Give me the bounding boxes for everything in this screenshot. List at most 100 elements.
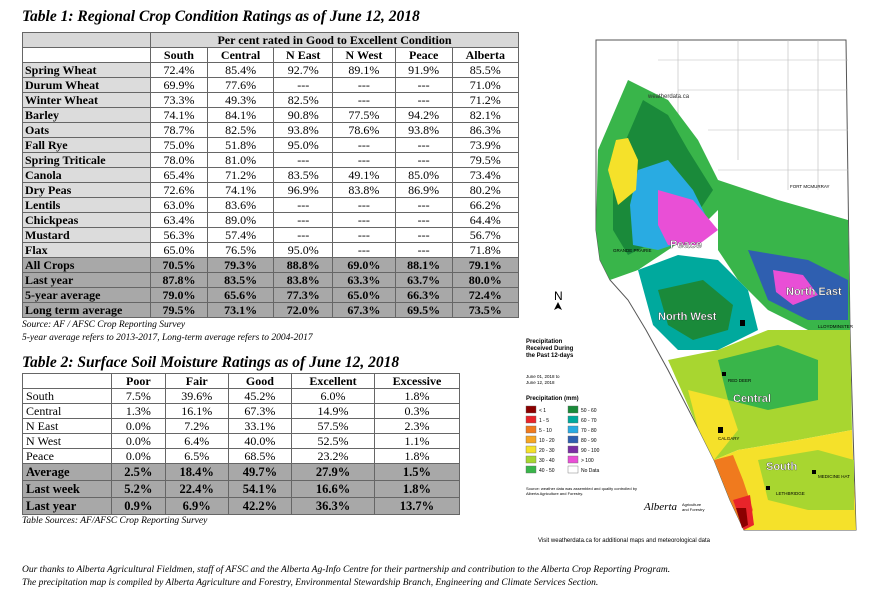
summary-label: All Crops bbox=[22, 257, 151, 273]
moisture-value-cell: 67.3% bbox=[227, 403, 293, 419]
crop-label: Chickpeas bbox=[22, 212, 151, 228]
crop-label: Fall Rye bbox=[22, 137, 151, 153]
region-label: Central bbox=[22, 403, 112, 419]
legend-swatch bbox=[567, 425, 579, 434]
summary-value-cell: 0.9% bbox=[111, 497, 166, 515]
table1-row: Winter Wheat 73.3% 49.3% 82.5% --- --- 71.2% bbox=[22, 92, 520, 108]
legend-subtitle: Precipitation (mm) bbox=[526, 396, 579, 402]
legend-swatch bbox=[525, 455, 537, 464]
summary-value-cell: 1.8% bbox=[373, 480, 461, 498]
table2-row: N East 0.0% 7.2% 33.1% 57.5% 2.3% bbox=[22, 418, 461, 434]
table2-title: Table 2: Surface Soil Moisture Ratings a… bbox=[22, 354, 400, 371]
crop-value-cell: --- bbox=[332, 242, 396, 258]
table1-column-header: Alberta bbox=[451, 47, 520, 63]
legend-swatch bbox=[567, 435, 579, 444]
alberta-logo: Alberta bbox=[643, 501, 677, 513]
crop-value-cell: --- bbox=[394, 137, 453, 153]
crop-value-cell: 64.4% bbox=[451, 212, 520, 228]
crop-value-cell: --- bbox=[394, 77, 453, 93]
crop-label: Spring Triticale bbox=[22, 152, 151, 168]
summary-value-cell: 1.5% bbox=[373, 463, 461, 481]
crop-value-cell: 94.2% bbox=[394, 107, 453, 123]
legend-label: 70 - 80 bbox=[581, 428, 597, 434]
city-markers bbox=[718, 320, 816, 490]
crop-value-cell: 77.5% bbox=[332, 107, 396, 123]
table1-column-header: N East bbox=[273, 47, 334, 63]
table2-summary-row: Last year 0.9% 6.9% 42.2% 36.3% 13.7% bbox=[22, 497, 461, 515]
legend-label: 10 - 20 bbox=[539, 438, 555, 444]
summary-value-cell: 80.0% bbox=[451, 272, 520, 288]
crop-value-cell: 71.2% bbox=[451, 92, 520, 108]
city-label-grande-prairie: GRANDE PRAIRIE bbox=[613, 248, 652, 253]
summary-value-cell: 36.3% bbox=[291, 497, 375, 515]
legend-label: < 1 bbox=[539, 408, 546, 414]
crop-value-cell: 78.0% bbox=[150, 152, 208, 168]
red-deer-marker bbox=[722, 372, 726, 376]
crop-value-cell: 73.9% bbox=[451, 137, 520, 153]
table1-corner bbox=[22, 32, 151, 48]
crop-value-cell: 56.7% bbox=[451, 227, 520, 243]
summary-value-cell: 83.8% bbox=[273, 272, 334, 288]
table1-group-header: Per cent rated in Good to Excellent Cond… bbox=[150, 32, 519, 48]
legend-label: 30 - 40 bbox=[539, 458, 555, 464]
crop-label: Winter Wheat bbox=[22, 92, 151, 108]
crop-value-cell: --- bbox=[394, 242, 453, 258]
moisture-value-cell: 1.8% bbox=[373, 448, 461, 464]
crop-label: Dry Peas bbox=[22, 182, 151, 198]
city-label-red-deer: RED DEER bbox=[728, 378, 752, 383]
crop-value-cell: --- bbox=[394, 152, 453, 168]
moisture-value-cell: 68.5% bbox=[227, 448, 293, 464]
table1-column-header: South bbox=[150, 47, 208, 63]
summary-value-cell: 79.0% bbox=[150, 287, 208, 303]
crop-value-cell: 71.0% bbox=[451, 77, 520, 93]
legend-label: 20 - 30 bbox=[539, 448, 555, 454]
crop-value-cell: 90.8% bbox=[273, 107, 334, 123]
peace-magenta-zone bbox=[658, 190, 718, 245]
crop-value-cell: 79.5% bbox=[451, 152, 520, 168]
crop-value-cell: 65.0% bbox=[150, 242, 208, 258]
north-west-green-zone bbox=[658, 280, 733, 340]
summary-label: Average bbox=[22, 463, 112, 481]
crop-label: Mustard bbox=[22, 227, 151, 243]
crop-value-cell: 82.5% bbox=[206, 122, 275, 138]
crop-value-cell: 77.6% bbox=[206, 77, 275, 93]
crop-label: Spring Wheat bbox=[22, 62, 151, 78]
table1-row: Dry Peas 72.6% 74.1% 96.9% 83.8% 86.9% 80.2% bbox=[22, 182, 520, 198]
crop-value-cell: 80.2% bbox=[451, 182, 520, 198]
crop-condition-table: Per cent rated in Good to Excellent Cond… bbox=[22, 32, 520, 318]
region-label-central: Central bbox=[733, 393, 771, 405]
table2-column-header: Good bbox=[227, 373, 293, 389]
summary-value-cell: 88.1% bbox=[394, 257, 453, 273]
crop-value-cell: 84.1% bbox=[206, 107, 275, 123]
medicine-hat-marker bbox=[812, 470, 816, 474]
summary-value-cell: 79.3% bbox=[206, 257, 275, 273]
summary-value-cell: 73.1% bbox=[206, 302, 275, 318]
crop-value-cell: --- bbox=[273, 197, 334, 213]
compass-arrow-icon bbox=[554, 302, 562, 310]
crop-value-cell: --- bbox=[273, 227, 334, 243]
crop-value-cell: 71.2% bbox=[206, 167, 275, 183]
crop-value-cell: --- bbox=[394, 92, 453, 108]
central-green-zone bbox=[718, 345, 818, 410]
summary-value-cell: 63.7% bbox=[394, 272, 453, 288]
table1-row: Spring Wheat 72.4% 85.4% 92.7% 89.1% 91.9% 85.… bbox=[22, 62, 520, 78]
table1-summary-row: All Crops 70.5% 79.3% 88.8% 69.0% 88.1% 79.1% bbox=[22, 257, 520, 273]
moisture-value-cell: 52.5% bbox=[291, 433, 375, 449]
table2-source: Table Sources: AF/AFSC Crop Reporting Su… bbox=[22, 516, 208, 526]
table1-row: Spring Triticale 78.0% 81.0% --- --- --- 79.5% bbox=[22, 152, 520, 168]
crop-value-cell: 95.0% bbox=[273, 242, 334, 258]
legend-swatch bbox=[567, 455, 579, 464]
legend-label: 40 - 50 bbox=[539, 468, 555, 474]
moisture-value-cell: 0.3% bbox=[373, 403, 461, 419]
crop-value-cell: 63.4% bbox=[150, 212, 208, 228]
summary-value-cell: 72.4% bbox=[451, 287, 520, 303]
legend-swatch bbox=[567, 465, 579, 474]
summary-label: Last year bbox=[22, 497, 112, 515]
crop-value-cell: 66.2% bbox=[451, 197, 520, 213]
city-label-fort-mcmurray: FORT MCMURRAY bbox=[790, 184, 830, 189]
crop-value-cell: 69.9% bbox=[150, 77, 208, 93]
crop-value-cell: 73.4% bbox=[451, 167, 520, 183]
crop-value-cell: --- bbox=[332, 197, 396, 213]
crop-value-cell: 72.6% bbox=[150, 182, 208, 198]
crop-value-cell: 74.1% bbox=[206, 182, 275, 198]
